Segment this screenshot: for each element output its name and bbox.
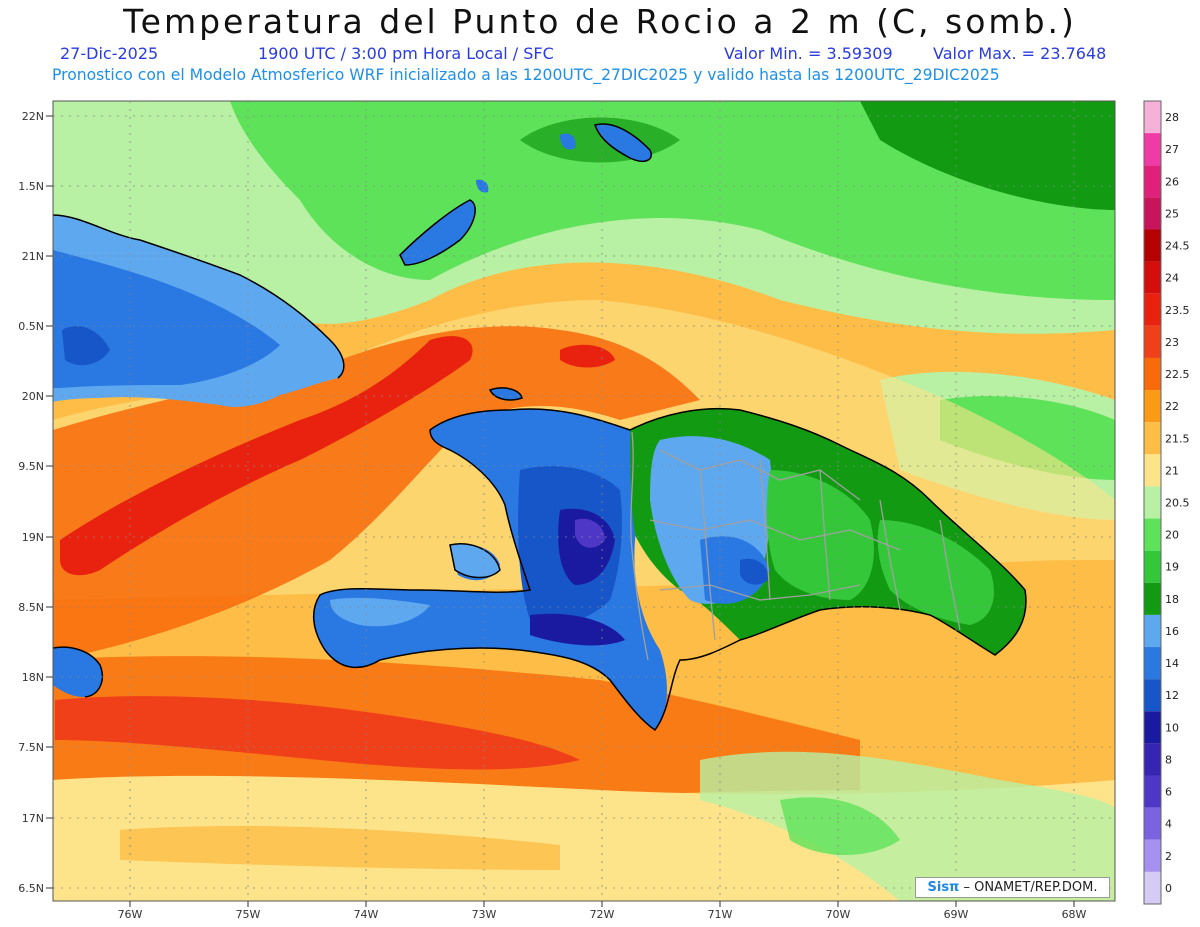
lon-label: 75W (236, 908, 261, 921)
grid-lines (53, 101, 1115, 901)
credit-box: Sisπ – ONAMET/REP.DOM. (915, 877, 1110, 898)
colorbar-label: 22 (1165, 400, 1179, 413)
lon-label: 76W (118, 908, 143, 921)
plot-frame (52, 100, 1116, 902)
colorbar-label: 6 (1165, 786, 1172, 799)
lat-label: 18N (22, 671, 44, 684)
colorbar-swatch (1144, 518, 1161, 551)
lat-label: 8.5N (18, 601, 44, 614)
lon-label: 70W (826, 908, 851, 921)
model-info-line: Pronostico con el Modelo Atmosferico WRF… (52, 66, 1000, 84)
colorbar-swatch (1144, 582, 1161, 615)
colorbar-swatch (1144, 165, 1161, 198)
colorbar-label: 10 (1165, 721, 1179, 734)
value-min: Valor Min. = 3.59309 (724, 44, 893, 63)
colorbar-swatch (1144, 101, 1161, 134)
colorbar-swatch (1144, 614, 1161, 648)
colorbar-label: 12 (1165, 689, 1179, 702)
colorbar-label: 16 (1165, 625, 1179, 638)
colorbar-label: 19 (1165, 561, 1179, 574)
axis-ticks (46, 115, 1075, 907)
colorbar-swatch (1144, 357, 1161, 391)
lat-label: 19N (22, 531, 44, 544)
lat-label: 7.5N (18, 741, 44, 754)
value-max: Valor Max. = 23.7648 (933, 44, 1107, 63)
lat-label: 6.5N (18, 882, 44, 895)
lon-label: 72W (590, 908, 615, 921)
colorbar-swatch (1144, 807, 1161, 840)
colorbar-label: 0 (1165, 882, 1172, 895)
coastlines (53, 123, 1027, 732)
colorbar-label: 23 (1165, 336, 1179, 349)
lat-label: 9.5N (18, 460, 44, 473)
colorbar-label: 18 (1165, 593, 1179, 606)
colorbar-label: 24.5 (1165, 240, 1190, 253)
colorbar-label: 20.5 (1165, 497, 1190, 510)
colorbar-swatch (1144, 325, 1161, 358)
colorbar-swatch (1144, 871, 1161, 904)
lat-label: 22N (22, 110, 44, 123)
colorbar-label: 24 (1165, 272, 1179, 285)
colorbar-label: 21 (1165, 464, 1179, 477)
colorbar-swatch (1144, 647, 1161, 680)
colorbar-swatch (1144, 197, 1161, 230)
forecast-time: 1900 UTC / 3:00 pm Hora Local / SFC (258, 44, 554, 63)
colorbar-swatch (1144, 293, 1161, 326)
colorbar-label: 21.5 (1165, 432, 1190, 445)
province-borders (630, 431, 961, 661)
colorbar-swatch (1144, 839, 1161, 872)
lon-label: 68W (1062, 908, 1087, 921)
colorbar-frame (1143, 100, 1162, 905)
colorbar-label: 26 (1165, 175, 1179, 188)
colorbar-swatch (1144, 743, 1161, 776)
colorbar-swatch (1144, 454, 1161, 487)
colorbar-label: 25 (1165, 207, 1179, 220)
colorbar-label: 8 (1165, 753, 1172, 766)
dewpoint-field (53, 101, 1115, 901)
colorbar-label: 2 (1165, 850, 1172, 863)
forecast-date: 27-Dic-2025 (60, 44, 159, 63)
map-title: Temperatura del Punto de Rocio a 2 m (C,… (123, 2, 1077, 41)
colorbar-label: 20 (1165, 529, 1179, 542)
lon-label: 71W (708, 908, 733, 921)
colorbar-swatch (1144, 390, 1161, 423)
colorbar-label: 4 (1165, 818, 1172, 831)
colorbar-swatch (1144, 550, 1161, 583)
colorbar-swatch (1144, 422, 1161, 455)
lat-label: 1.5N (18, 180, 44, 193)
colorbar-swatch (1144, 486, 1161, 519)
colorbar-swatch (1144, 261, 1161, 294)
lon-label: 74W (354, 908, 379, 921)
lat-label: 0.5N (18, 320, 44, 333)
colorbar: 2827262524.52423.52322.52221.52120.52019… (1143, 100, 1190, 905)
lon-label: 73W (472, 908, 497, 921)
colorbar-label: 14 (1165, 657, 1179, 670)
sisp-logo: Sisπ (927, 880, 960, 895)
lat-label: 17N (22, 812, 44, 825)
colorbar-label: 27 (1165, 143, 1179, 156)
colorbar-swatch (1144, 679, 1161, 712)
lon-label: 69W (944, 908, 969, 921)
colorbar-label: 22.5 (1165, 368, 1190, 381)
colorbar-swatch (1144, 133, 1161, 166)
lat-label: 21N (22, 250, 44, 263)
credit-text: – ONAMET/REP.DOM. (959, 880, 1098, 895)
lat-label: 20N (22, 390, 44, 403)
colorbar-label: 23.5 (1165, 304, 1190, 317)
colorbar-swatch (1144, 711, 1161, 744)
colorbar-label: 28 (1165, 111, 1179, 124)
colorbar-swatch (1144, 775, 1161, 808)
colorbar-swatch (1144, 229, 1161, 262)
